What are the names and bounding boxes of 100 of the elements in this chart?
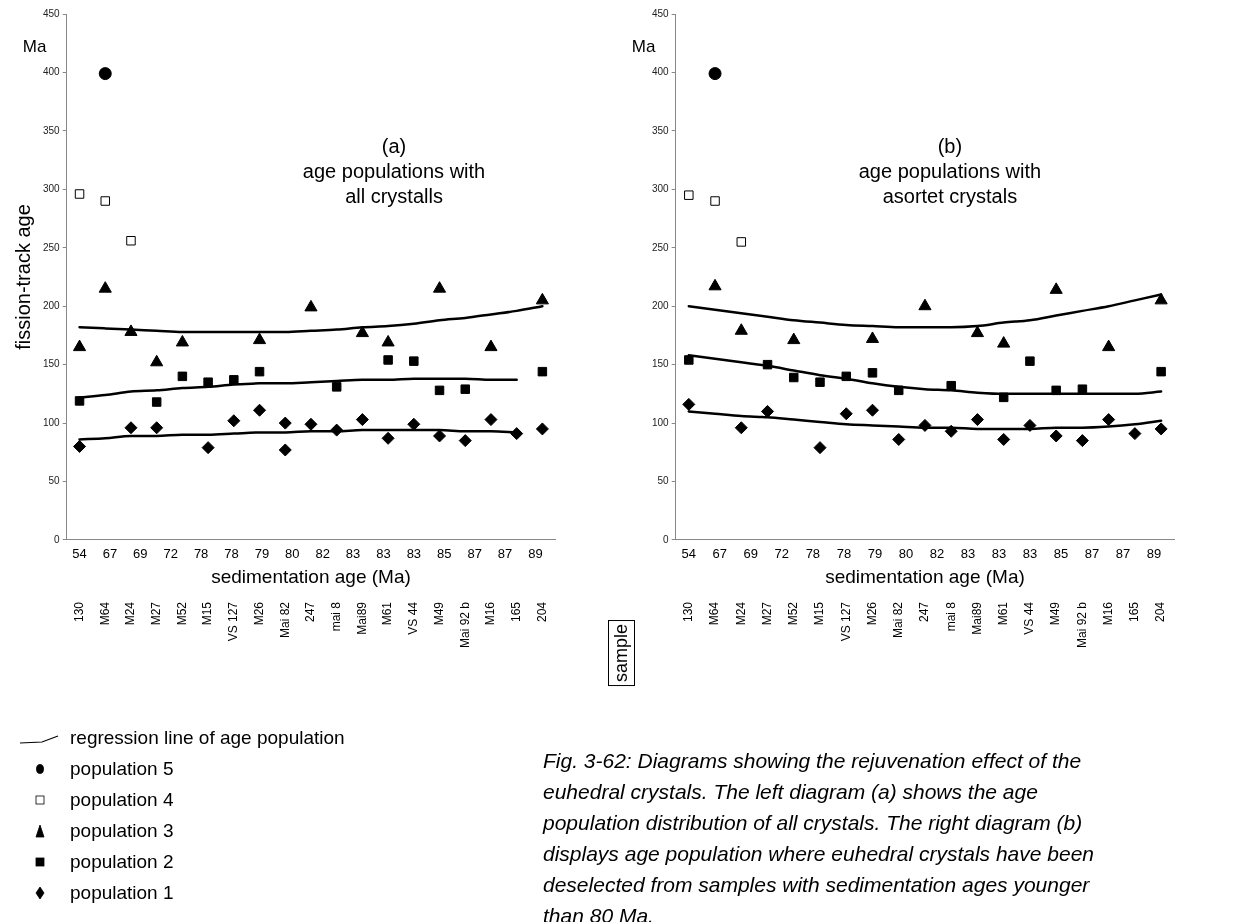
x-tick-label: M27 (149, 601, 163, 626)
x-tick-label: 247 (303, 601, 318, 623)
y-tick-label: 50 (48, 475, 61, 487)
x-tick-label: 130 (71, 601, 86, 623)
x-tick-label: M61 (380, 601, 395, 626)
x-tick-label: 204 (1153, 601, 1168, 623)
y-tick-label: 150 (43, 358, 61, 370)
x-tick-label: 130 (681, 601, 696, 623)
y-tick-label: 0 (663, 533, 670, 545)
text: 80 (285, 546, 300, 562)
x-tick-label: M16 (1100, 601, 1115, 626)
text: 89 (528, 546, 543, 562)
y-tick-label: 400 (652, 66, 670, 78)
text: 78 (224, 546, 239, 562)
x-tick-label: M27 (759, 601, 774, 626)
text: (a) age populations with all crystalls (302, 135, 486, 208)
y-tick-label: 250 (43, 241, 61, 253)
x-tick-label: Mai 92 b (457, 601, 472, 649)
text: 87 (497, 546, 513, 562)
legend-label: population 4 (70, 788, 174, 811)
text: 78 (193, 546, 209, 562)
x-tick-label: VS 44 (1022, 601, 1037, 635)
legend-label: population 5 (70, 757, 174, 780)
y-tick-label: 0 (54, 533, 61, 545)
text: 79 (867, 546, 883, 562)
x-tick-label: M49 (431, 601, 446, 626)
y-tick-label: 450 (652, 7, 670, 19)
x-tick-label: M49 (1048, 601, 1063, 626)
text: 78 (836, 546, 852, 562)
x-tick-label: VS 127 (226, 601, 241, 642)
x-tick-label: Mai 82 (277, 601, 292, 639)
x-tick-label: M61 (996, 601, 1010, 626)
text: 72 (163, 546, 178, 562)
y-tick-label: 100 (652, 416, 670, 428)
x-tick-label: Mai89 (969, 601, 984, 635)
text: 83 (960, 546, 976, 562)
x-tick-label: mai 8 (328, 601, 343, 632)
x-axis-title: sedimentation age (Ma) (211, 565, 411, 587)
text: 82 (315, 546, 330, 562)
x-tick-label: 165 (1127, 601, 1142, 623)
x-tick-label: M15 (812, 601, 827, 626)
text: 83 (406, 546, 422, 562)
x-tick-label: M52 (174, 601, 189, 626)
y-tick-label: 450 (43, 7, 61, 19)
y-tick-label: 50 (657, 475, 670, 487)
text: 87 (1084, 546, 1100, 562)
x-tick-label: M15 (200, 601, 215, 626)
x-tick-label: Mai 92 b (1074, 601, 1089, 649)
legend-label: population 3 (70, 819, 174, 842)
text: 87 (467, 546, 482, 562)
text: Ma (631, 37, 657, 57)
text: 78 (805, 546, 821, 562)
y-tick-label: 150 (652, 358, 670, 370)
text: 72 (774, 546, 790, 562)
y-tick-label: 300 (652, 183, 670, 195)
x-tick-label: mai 8 (943, 601, 958, 632)
x-tick-label: M64 (707, 601, 722, 626)
y-tick-label: 100 (43, 416, 61, 428)
x-tick-label: M26 (251, 601, 266, 626)
text: 67 (712, 546, 728, 562)
text: Ma (22, 37, 48, 57)
text: 69 (743, 546, 759, 562)
y-tick-label: 350 (43, 124, 61, 136)
text: 54 (681, 546, 697, 562)
y-tick-label: 200 (652, 299, 670, 311)
text: 69 (133, 546, 148, 562)
y-tick-label: 250 (652, 241, 670, 253)
x-tick-label: Mai89 (354, 601, 369, 635)
y-axis-title: fission-track age (11, 204, 34, 350)
x-tick-label: M24 (733, 601, 748, 626)
y-tick-label: 400 (43, 66, 61, 78)
x-tick-label: M64 (97, 601, 112, 626)
text: 82 (929, 546, 945, 562)
y-tick-label: 350 (652, 124, 670, 136)
x-axis-title: sedimentation age (Ma) (825, 565, 1025, 587)
text: 89 (1146, 546, 1162, 562)
text: 83 (376, 546, 391, 562)
x-tick-label: VS 44 (406, 601, 421, 635)
text: 54 (72, 546, 87, 562)
x-tick-label: M52 (786, 601, 801, 626)
x-tick-label: VS 127 (838, 601, 853, 642)
x-tick-label: M16 (483, 601, 498, 626)
text: (b) age populations with asortet crystals (858, 135, 1042, 208)
text: 87 (1115, 546, 1131, 562)
text: 83 (1022, 546, 1038, 562)
text: 85 (1053, 546, 1069, 562)
x-tick-label: Mai 82 (891, 601, 906, 639)
x-tick-label: 165 (508, 601, 523, 623)
text: 80 (898, 546, 914, 562)
x-tick-label: 247 (917, 601, 932, 623)
text: 67 (102, 546, 118, 562)
text: 79 (254, 546, 270, 562)
legend-label: population 1 (70, 881, 174, 904)
x-tick-label: M24 (123, 601, 138, 626)
x-tick-label: 204 (534, 601, 549, 623)
text: 83 (991, 546, 1007, 562)
x-tick-label: M26 (864, 601, 879, 626)
legend-label: population 2 (70, 850, 174, 873)
text: sample (608, 620, 635, 687)
legend-label: regression line of age population (70, 726, 345, 749)
